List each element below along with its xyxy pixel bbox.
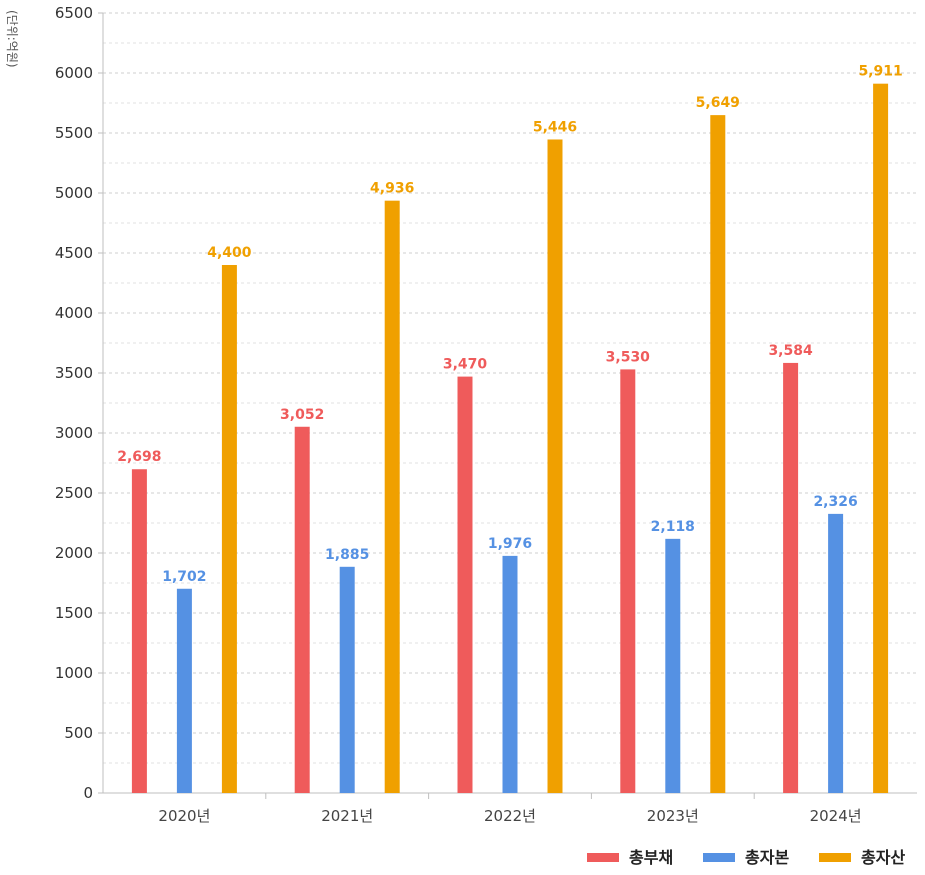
bar [873, 83, 889, 794]
data-label: 4,936 [370, 181, 414, 197]
data-label: 2,326 [813, 494, 857, 510]
x-tick-label: 2020년 [158, 807, 210, 825]
legend-swatch [587, 853, 619, 862]
legend: 총부채 총자본 총자산 [587, 848, 905, 867]
y-tick-label: 2000 [55, 544, 93, 562]
legend-label: 총자본 [745, 848, 789, 867]
unit-label: (단위:억원) [5, 10, 19, 68]
data-label: 3,530 [606, 349, 651, 365]
bar [176, 588, 192, 793]
y-tick-label: 3000 [55, 424, 93, 442]
data-label: 2,118 [651, 519, 695, 535]
bar [783, 362, 799, 793]
bar [384, 200, 400, 793]
bar [457, 376, 473, 793]
bar [131, 469, 147, 793]
bar [339, 566, 355, 793]
grid-lines [103, 12, 917, 794]
bars [131, 83, 889, 794]
x-tick-label: 2021년 [321, 807, 373, 825]
bar [710, 115, 726, 794]
data-labels: 2,698 1,702 4,400 3,052 1,885 4,936 3,470 1,976… [117, 64, 902, 585]
bar [547, 139, 563, 794]
y-tick-label: 4000 [55, 304, 93, 322]
data-label: 2,698 [117, 449, 161, 465]
y-tick-label: 1000 [55, 664, 93, 682]
legend-label: 총부채 [629, 848, 673, 867]
x-tick-label: 2023년 [647, 807, 699, 825]
y-axis: 0 500 1000 1500 2000 2500 3000 3500 4000 4500 5000… [55, 4, 104, 802]
y-tick-label: 1500 [55, 604, 93, 622]
data-label: 1,976 [488, 536, 532, 552]
legend-swatch [703, 853, 735, 862]
data-label: 1,885 [325, 547, 369, 563]
data-label: 1,702 [162, 569, 206, 585]
y-tick-label: 4500 [55, 244, 93, 262]
bar [502, 555, 518, 793]
data-label: 3,584 [768, 343, 813, 359]
data-label: 5,649 [696, 95, 740, 111]
y-tick-label: 6000 [55, 64, 93, 82]
data-label: 5,446 [533, 119, 577, 135]
bar [665, 538, 681, 793]
data-label: 3,470 [443, 357, 488, 373]
y-tick-label: 6500 [55, 4, 93, 22]
y-tick-label: 500 [64, 724, 93, 742]
data-label: 5,911 [858, 64, 902, 80]
y-tick-label: 5500 [55, 124, 93, 142]
x-axis: 2020년 2021년 2022년 2023년 2024년 [103, 792, 917, 825]
y-tick-label: 3500 [55, 364, 93, 382]
y-tick-label: 0 [83, 784, 93, 802]
data-label: 4,400 [207, 245, 252, 261]
data-label: 3,052 [280, 407, 324, 423]
legend-swatch [819, 853, 851, 862]
bar [221, 265, 237, 793]
bar [828, 513, 844, 793]
x-tick-label: 2022년 [484, 807, 536, 825]
bar [620, 369, 636, 793]
y-tick-label: 5000 [55, 184, 93, 202]
y-tick-label: 2500 [55, 484, 93, 502]
legend-label: 총자산 [861, 848, 905, 867]
x-tick-label: 2024년 [810, 807, 862, 825]
bar [294, 426, 310, 793]
